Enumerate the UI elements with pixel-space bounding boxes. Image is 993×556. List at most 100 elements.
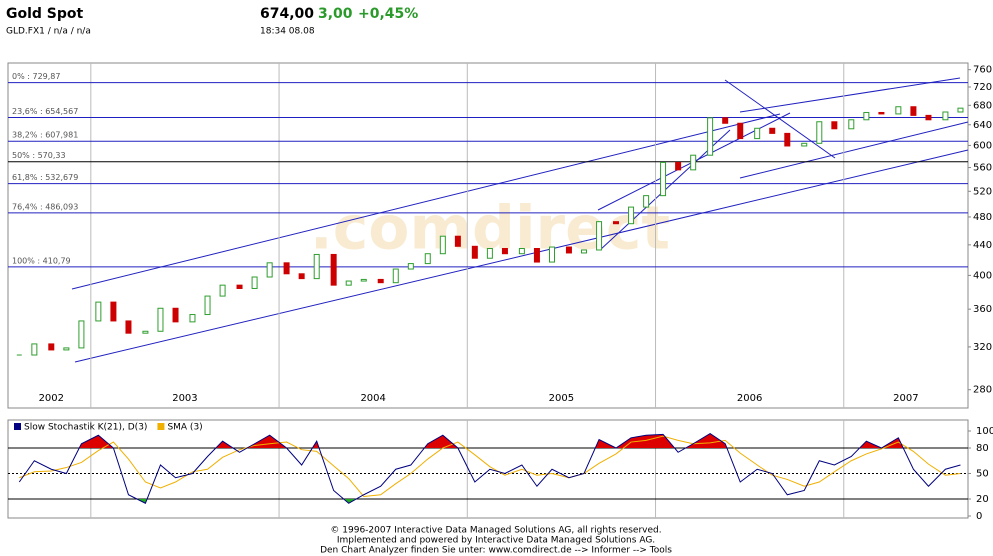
trend-line [71, 113, 781, 290]
price: 674,00 [260, 6, 314, 22]
x-tick-label: 2004 [360, 393, 385, 404]
trend-lines [71, 77, 969, 363]
candle [110, 301, 117, 322]
candle [848, 119, 855, 130]
candle [801, 142, 808, 147]
y-tick-label: 400 [973, 270, 992, 281]
candle [392, 268, 399, 284]
candle [189, 314, 196, 323]
instrument-code: GLD.FX1 / n/a / n/a [6, 27, 91, 37]
fib-label: 76,4% : 486,093 [12, 202, 78, 211]
candle [219, 284, 226, 297]
candle [769, 127, 776, 134]
candle [925, 114, 932, 121]
candle [816, 121, 823, 144]
y-tick-label: 520 [973, 186, 992, 197]
candle [31, 343, 38, 356]
candle [157, 307, 164, 332]
candle [78, 320, 85, 349]
candle [675, 161, 682, 171]
candle [831, 121, 838, 130]
candle [266, 262, 273, 278]
candle [454, 235, 461, 247]
candle [313, 253, 320, 280]
y-tick-label: 600 [973, 140, 992, 151]
y-tick-label: 640 [973, 120, 992, 131]
x-tick-label: 2007 [893, 393, 918, 404]
candle [48, 343, 55, 351]
fib-label: 0% : 729,87 [12, 72, 60, 81]
trend-line [739, 77, 961, 113]
candle [628, 206, 635, 225]
candle [737, 122, 744, 140]
candle [784, 132, 791, 147]
candle [533, 248, 540, 263]
candle [501, 248, 508, 255]
candle [895, 106, 902, 115]
candle [754, 127, 761, 140]
candle [172, 307, 179, 323]
y-tick-label: 560 [973, 163, 992, 174]
candle [236, 284, 243, 289]
footer-line: Den Chart Analyzer finden Sie unter: www… [320, 546, 672, 556]
candle [957, 107, 964, 113]
y-tick-label: 80 [976, 443, 989, 454]
candle [345, 280, 352, 286]
fib-label: 23,6% : 654,567 [12, 107, 78, 116]
stoch-line [18, 432, 961, 504]
candle [424, 253, 431, 265]
candle [486, 248, 493, 259]
candle [565, 246, 572, 254]
candle [581, 249, 587, 254]
y-tick-label: 360 [973, 304, 992, 315]
candle [910, 106, 917, 116]
fib-label: 100% : 410,79 [12, 256, 71, 265]
trend-line [739, 121, 969, 179]
y-tick-label: 20 [976, 494, 989, 505]
candle [283, 262, 290, 275]
y-tick-label: 440 [973, 240, 992, 251]
candle [707, 117, 714, 156]
stoch-frame [7, 419, 969, 519]
y-tick-label: 100 [976, 426, 993, 437]
overbought-fill [19, 433, 961, 448]
candle [63, 347, 70, 351]
candle [518, 248, 525, 255]
y-tick-label: 0 [976, 511, 982, 522]
y-tick-label: 720 [973, 82, 992, 93]
instrument-name: Gold Spot [6, 6, 84, 22]
candle [471, 245, 478, 259]
y-tick-label: 280 [973, 385, 992, 396]
time: 18:34 08.08 [260, 27, 315, 37]
x-tick-label: 2006 [737, 393, 762, 404]
footer-line: Implemented and powered by Interactive D… [337, 536, 655, 546]
candle [407, 263, 414, 270]
candle [596, 221, 603, 251]
fib-label: 38,2% : 607,981 [12, 131, 78, 140]
price-frame [7, 62, 969, 409]
y-tick-label: 480 [973, 212, 992, 223]
trend-line [74, 149, 969, 363]
legend-swatch [14, 423, 21, 430]
y-tick-label: 50 [976, 469, 989, 480]
footer-line: © 1996-2007 Interactive Data Managed Sol… [330, 526, 661, 536]
candle [330, 253, 337, 286]
legend-swatch [157, 423, 165, 430]
y-tick-label: 680 [973, 100, 992, 111]
fib-label: 61,8% : 532,679 [12, 173, 78, 182]
candle [439, 235, 446, 255]
candle [204, 295, 211, 316]
candle [377, 278, 384, 284]
change: 3,00 [318, 6, 353, 22]
trend-line [724, 79, 836, 159]
candle [125, 320, 132, 334]
x-tick-label: 2002 [39, 393, 64, 404]
candle [251, 276, 258, 289]
candle [878, 111, 885, 115]
x-tick-label: 2003 [172, 393, 197, 404]
candle [142, 330, 149, 334]
candle [549, 246, 555, 263]
candle [643, 195, 650, 208]
legend-label: SMA (3) [167, 423, 202, 433]
